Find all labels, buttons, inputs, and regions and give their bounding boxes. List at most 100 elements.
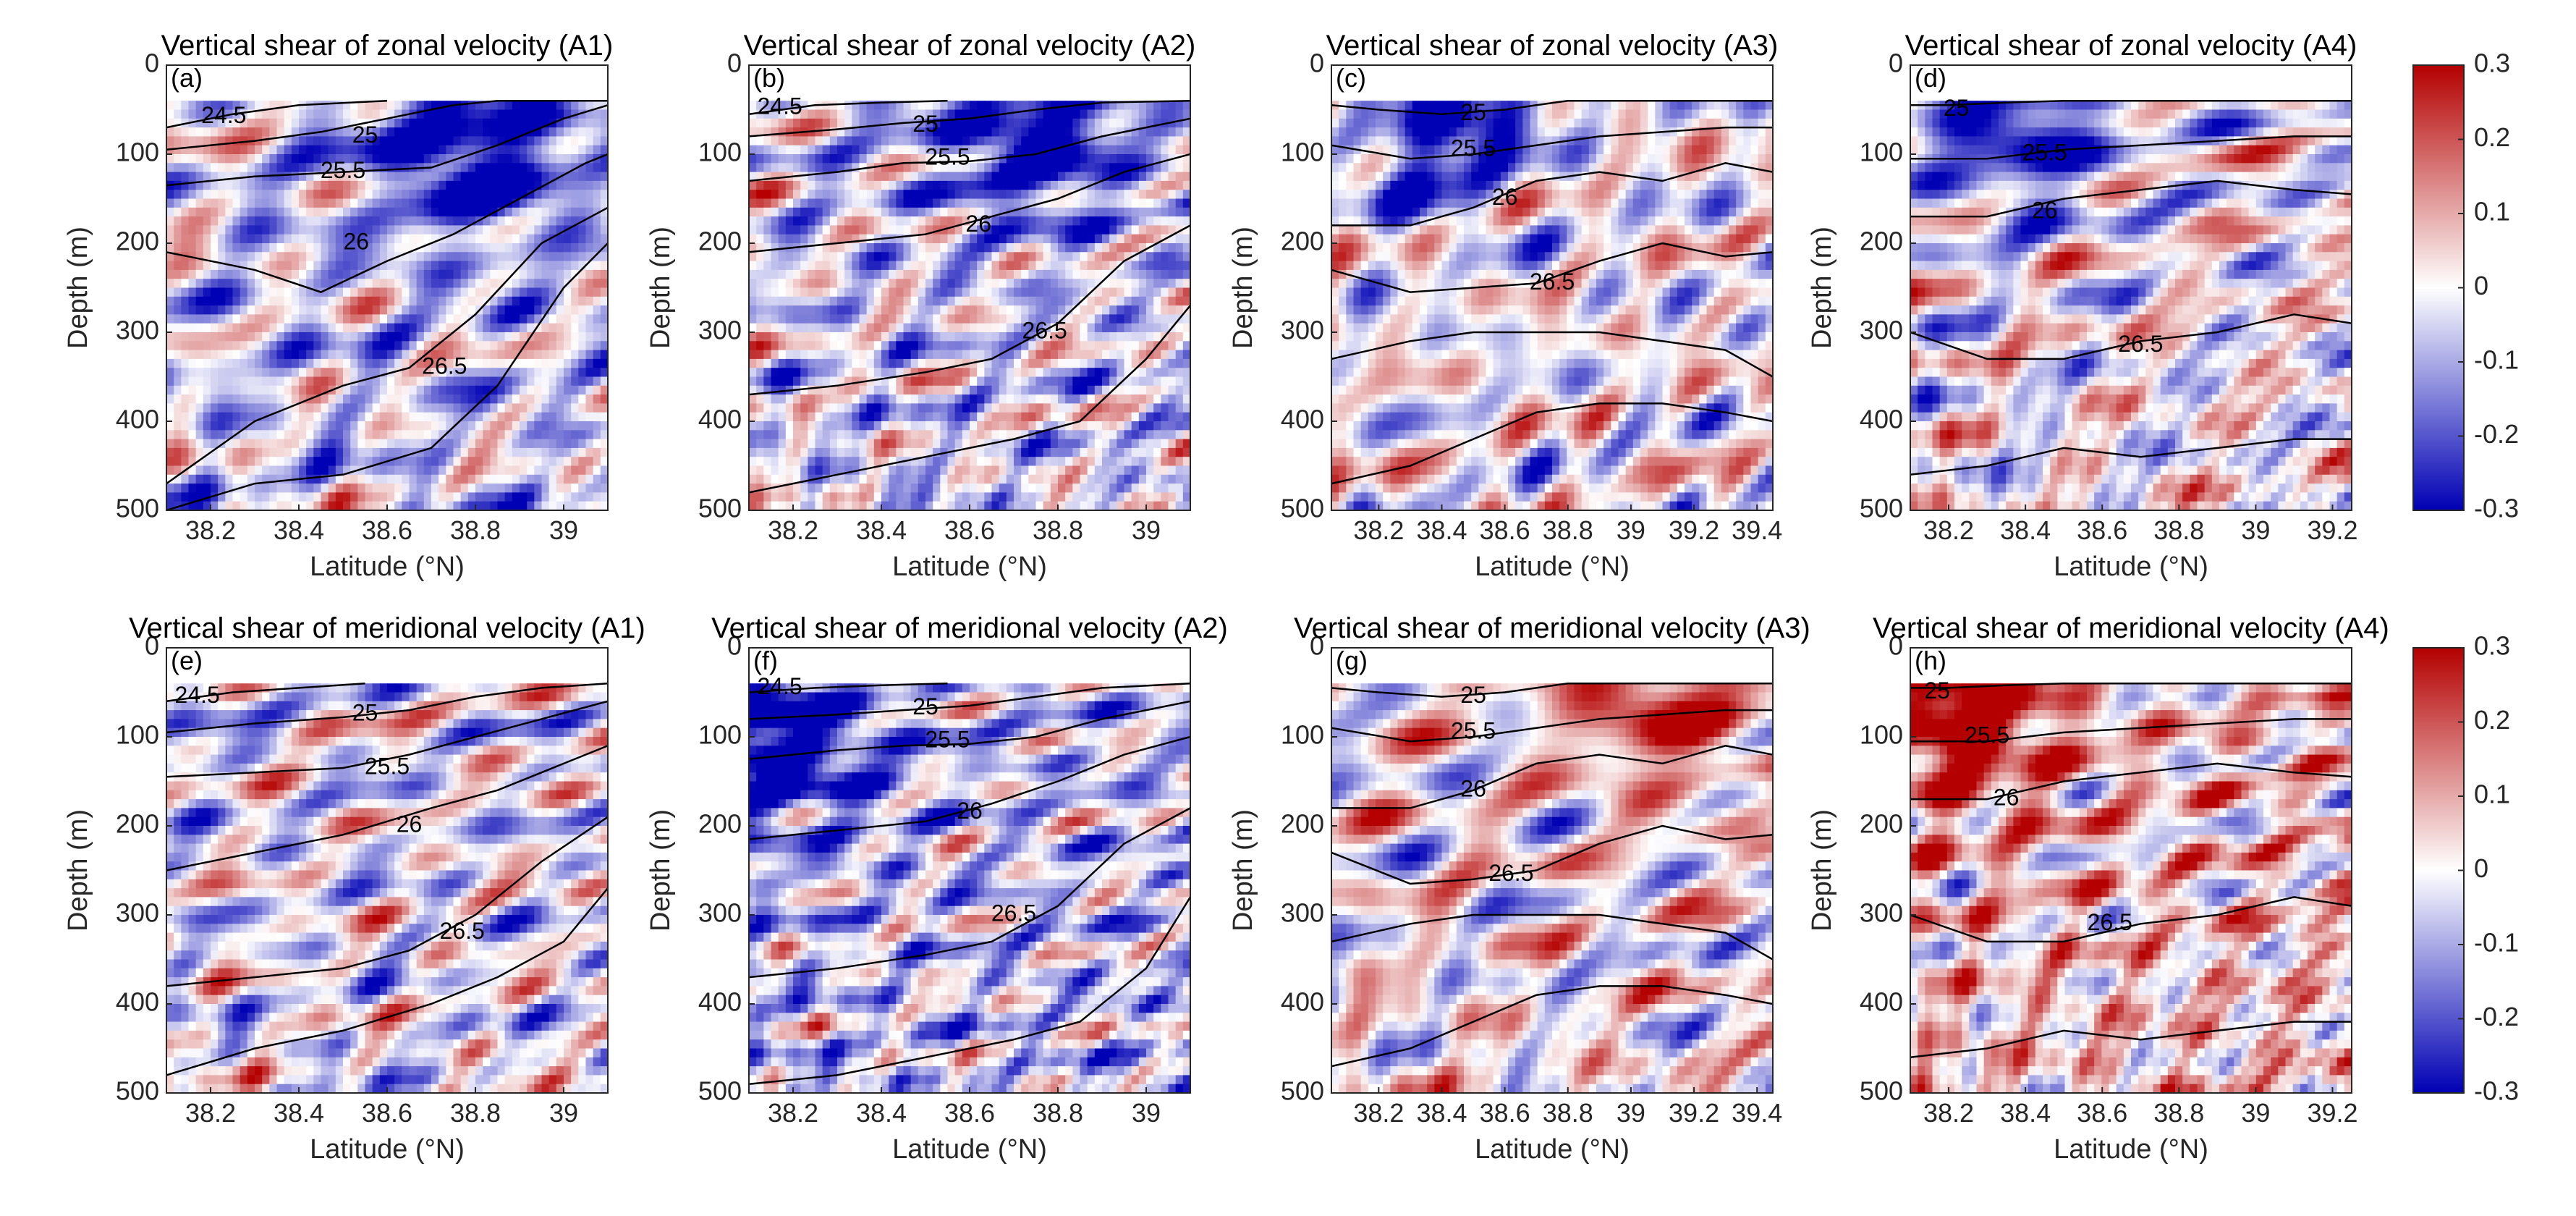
heatmap-cell bbox=[962, 109, 970, 119]
heatmap-cell bbox=[749, 287, 757, 297]
heatmap-cell bbox=[211, 127, 219, 137]
heatmap-cell bbox=[1102, 332, 1110, 342]
heatmap-cell bbox=[600, 127, 608, 137]
heatmap-cell bbox=[808, 118, 816, 128]
heatmap-cell bbox=[1043, 190, 1051, 200]
heatmap-cell bbox=[291, 358, 300, 368]
heatmap-cell bbox=[578, 225, 587, 235]
heatmap-cell bbox=[372, 358, 381, 368]
heatmap-cell bbox=[357, 421, 366, 431]
heatmap-cell bbox=[889, 421, 897, 431]
heatmap-cell bbox=[822, 198, 831, 208]
heatmap-cell bbox=[203, 136, 211, 146]
heatmap-cell bbox=[778, 198, 787, 208]
heatmap-cell bbox=[255, 269, 263, 279]
heatmap-cell bbox=[195, 465, 204, 476]
heatmap-cell bbox=[933, 296, 941, 306]
heatmap-cell bbox=[771, 127, 779, 137]
heatmap-cell bbox=[889, 109, 897, 119]
heatmap-cell bbox=[571, 127, 579, 137]
heatmap-cell bbox=[211, 439, 219, 449]
heatmap-cell bbox=[844, 180, 852, 190]
heatmap-cell bbox=[977, 261, 985, 271]
heatmap-cell bbox=[844, 314, 852, 324]
heatmap-cell bbox=[343, 368, 351, 378]
heatmap-cell bbox=[999, 190, 1007, 200]
heatmap-cell bbox=[534, 145, 543, 155]
heatmap-cell bbox=[247, 368, 255, 378]
heatmap-cell bbox=[350, 287, 358, 297]
heatmap-cell bbox=[600, 385, 608, 395]
heatmap-cell bbox=[321, 412, 329, 422]
heatmap-cell bbox=[497, 358, 506, 368]
heatmap-cell bbox=[793, 207, 801, 217]
heatmap-cell bbox=[1006, 136, 1014, 146]
heatmap-cell bbox=[873, 287, 882, 297]
heatmap-cell bbox=[284, 314, 292, 324]
heatmap-cell bbox=[534, 332, 543, 342]
heatmap-cell bbox=[756, 252, 764, 262]
heatmap-cell bbox=[1168, 305, 1177, 315]
heatmap-cell bbox=[1006, 127, 1014, 137]
heatmap-cell bbox=[837, 350, 845, 360]
heatmap-cell bbox=[600, 279, 608, 289]
heatmap-cell bbox=[188, 439, 197, 449]
heatmap-cell bbox=[940, 163, 949, 173]
heatmap-cell bbox=[453, 474, 462, 484]
heatmap-cell bbox=[357, 216, 366, 226]
heatmap-cell bbox=[402, 350, 410, 360]
heatmap-cell bbox=[453, 207, 462, 217]
heatmap-cell bbox=[1182, 207, 1190, 217]
heatmap-cell bbox=[1161, 252, 1169, 262]
heatmap-cell bbox=[188, 261, 197, 271]
heatmap-cell bbox=[306, 296, 314, 306]
heatmap-cell bbox=[453, 457, 462, 467]
heatmap-cell bbox=[984, 136, 993, 146]
heatmap-cell bbox=[800, 172, 808, 182]
heatmap-cell bbox=[910, 368, 919, 378]
heatmap-cell bbox=[218, 421, 226, 431]
heatmap-cell bbox=[490, 101, 499, 111]
heatmap-cell bbox=[844, 403, 852, 413]
heatmap-cell bbox=[232, 225, 241, 235]
heatmap-cell bbox=[379, 101, 388, 111]
heatmap-cell bbox=[1109, 145, 1117, 155]
heatmap-cell bbox=[571, 332, 579, 342]
heatmap-cell bbox=[262, 501, 270, 510]
heatmap-cell bbox=[896, 136, 904, 146]
heatmap-cell bbox=[328, 136, 336, 146]
heatmap-cell bbox=[571, 350, 579, 360]
heatmap-cell bbox=[903, 216, 912, 226]
heatmap-cell bbox=[483, 287, 491, 297]
heatmap-cell bbox=[203, 180, 211, 190]
heatmap-cell bbox=[365, 457, 373, 467]
heatmap-cell bbox=[1058, 261, 1066, 271]
heatmap-cell bbox=[1168, 385, 1177, 395]
heatmap-cell bbox=[181, 296, 190, 306]
heatmap-cell bbox=[873, 332, 882, 342]
heatmap-cell bbox=[483, 261, 491, 271]
x-tick-label: 39 bbox=[549, 515, 578, 545]
heatmap-cell bbox=[578, 279, 587, 289]
heatmap-cell bbox=[1028, 358, 1037, 368]
heatmap-cell bbox=[379, 447, 388, 457]
heatmap-cell bbox=[977, 145, 985, 155]
heatmap-cell bbox=[365, 154, 373, 164]
heatmap-cell bbox=[497, 474, 506, 484]
heatmap-cell bbox=[970, 368, 978, 378]
heatmap-cell bbox=[166, 269, 174, 279]
heatmap-cell bbox=[188, 385, 197, 395]
heatmap-cell bbox=[174, 127, 182, 137]
heatmap-cell bbox=[585, 394, 594, 404]
heatmap-cell bbox=[299, 305, 307, 315]
heatmap-cell bbox=[402, 216, 410, 226]
heatmap-cell bbox=[211, 358, 219, 368]
heatmap-cell bbox=[284, 207, 292, 217]
heatmap-cell bbox=[844, 163, 852, 173]
heatmap-cell bbox=[291, 180, 300, 190]
heatmap-cell bbox=[467, 314, 476, 324]
heatmap-cell bbox=[527, 403, 535, 413]
heatmap-cell bbox=[785, 190, 794, 200]
heatmap-cell bbox=[188, 492, 197, 502]
heatmap-cell bbox=[306, 385, 314, 395]
